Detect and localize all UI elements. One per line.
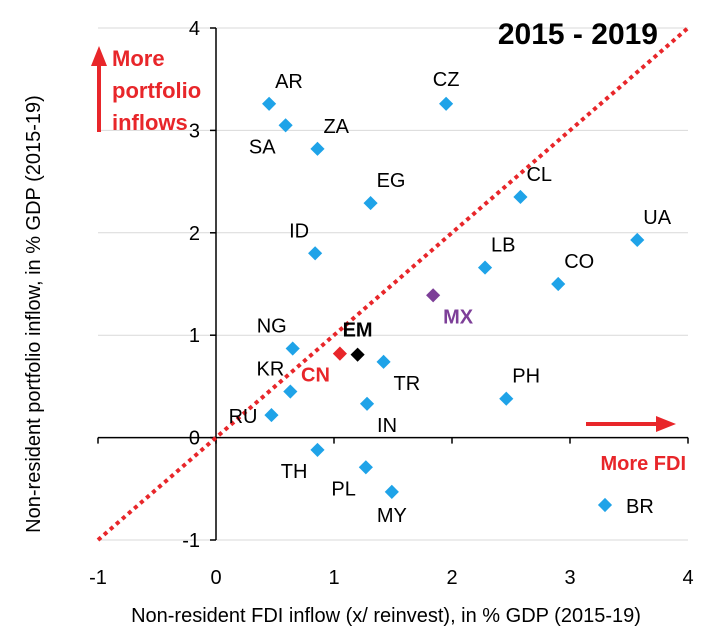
portfolio-annotation: More portfolio inflows — [91, 46, 201, 135]
chart-title: 2015 - 2019 — [498, 18, 658, 51]
data-point-ng — [285, 341, 300, 356]
point-label-id: ID — [289, 220, 309, 242]
x-tick-label: 4 — [682, 567, 693, 589]
y-tick-label: 1 — [189, 325, 200, 347]
data-point-ar — [262, 96, 277, 111]
point-label-lb: LB — [491, 235, 515, 257]
point-label-cn: CN — [301, 365, 330, 387]
data-point-my — [384, 484, 399, 499]
point-label-ph: PH — [512, 366, 540, 388]
data-point-co — [551, 276, 566, 292]
gridlines — [98, 27, 688, 541]
data-point-ru — [264, 408, 279, 423]
x-tick-label: -1 — [89, 567, 107, 589]
x-tick-label: 3 — [564, 567, 575, 589]
axes: -1 0 1 2 3 4 -1 0 1 2 3 4 — [89, 18, 693, 589]
portfolio-annotation-line-1: More — [112, 46, 165, 71]
point-label-kr: KR — [257, 359, 285, 381]
data-point-cl — [513, 189, 528, 205]
reference-line-layer — [96, 26, 690, 542]
portfolio-annotation-line-3: inflows — [112, 110, 188, 135]
data-point-eg — [363, 196, 378, 211]
point-label-tr: TR — [394, 373, 421, 395]
point-label-ar: AR — [275, 71, 303, 93]
legend: BR — [597, 496, 654, 518]
point-label-pl: PL — [331, 478, 355, 500]
data-point-in — [359, 396, 375, 411]
legend-label: BR — [626, 496, 654, 518]
data-point-ua — [630, 232, 645, 248]
point-label-in: IN — [377, 415, 397, 437]
point-label-cl: CL — [526, 164, 552, 186]
point-label-ua: UA — [643, 207, 671, 229]
point-label-mx: MX — [443, 306, 474, 328]
fdi-annotation: More FDI — [586, 416, 686, 475]
x-axis-title: Non-resident FDI inflow (x/ reinvest), i… — [131, 605, 641, 627]
data-point-tr — [376, 354, 391, 369]
point-label-co: CO — [564, 251, 594, 273]
diagonal-reference-line — [96, 26, 690, 542]
legend-marker — [597, 497, 613, 513]
point-label-my: MY — [377, 505, 407, 527]
point-label-za: ZA — [323, 116, 349, 138]
data-point-th — [310, 442, 325, 457]
point-label-eg: EG — [377, 170, 406, 192]
fdi-arrow-head — [656, 416, 676, 432]
y-tick-label: -1 — [182, 530, 200, 552]
x-tick-label: 0 — [210, 567, 221, 589]
data-point-cz — [439, 96, 454, 111]
data-point-kr — [283, 384, 298, 399]
data-point-pl — [358, 460, 373, 475]
data-point-ph — [499, 391, 514, 406]
data-point-za — [310, 141, 325, 156]
data-point-lb — [477, 260, 493, 275]
portfolio-arrow-head — [91, 46, 107, 66]
y-axis-title: Non-resident portfolio inflow, in % GDP … — [23, 95, 45, 533]
y-tick-label: 2 — [189, 223, 200, 245]
point-label-cz: CZ — [433, 69, 460, 91]
data-points — [262, 96, 645, 499]
point-label-ru: RU — [229, 406, 258, 428]
y-tick-label: 4 — [189, 18, 200, 40]
portfolio-annotation-line-2: portfolio — [112, 78, 201, 103]
point-label-th: TH — [281, 461, 308, 483]
y-tick-label: 3 — [189, 120, 200, 142]
point-label-em: EM — [343, 320, 373, 342]
point-labels: AR SA ZA CZ EG CL UA ID LB CO MX EM CN NG TR KR PH RU IN TH… — [229, 69, 672, 527]
x-tick-label: 2 — [446, 567, 457, 589]
x-tick-label: 1 — [328, 567, 339, 589]
data-point-cn — [332, 346, 347, 361]
data-point-mx — [426, 288, 441, 303]
point-label-ng: NG — [257, 316, 287, 338]
point-label-sa: SA — [249, 136, 276, 158]
data-point-em — [350, 347, 365, 362]
y-tick-label: 0 — [189, 428, 200, 450]
data-point-id — [308, 246, 323, 261]
data-point-sa — [278, 118, 293, 133]
fdi-annotation-label: More FDI — [600, 453, 686, 475]
